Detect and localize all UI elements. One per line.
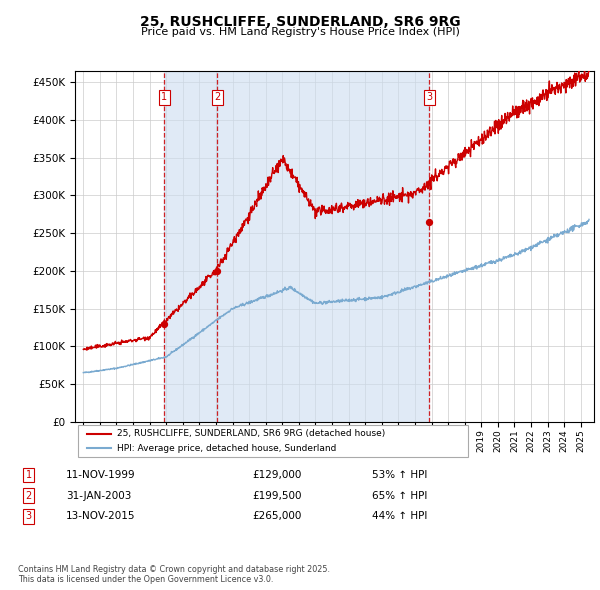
Text: 2: 2	[214, 92, 220, 102]
Text: 31-JAN-2003: 31-JAN-2003	[66, 491, 131, 500]
Text: 65% ↑ HPI: 65% ↑ HPI	[372, 491, 427, 500]
Text: 11-NOV-1999: 11-NOV-1999	[66, 470, 136, 480]
Bar	[164, 71, 217, 422]
Text: Price paid vs. HM Land Registry's House Price Index (HPI): Price paid vs. HM Land Registry's House …	[140, 27, 460, 37]
Text: 3: 3	[26, 512, 32, 521]
Text: 1: 1	[161, 92, 167, 102]
Text: £265,000: £265,000	[252, 512, 301, 521]
Text: £129,000: £129,000	[252, 470, 301, 480]
Point	[212, 267, 222, 276]
Text: 53% ↑ HPI: 53% ↑ HPI	[372, 470, 427, 480]
Text: HPI: Average price, detached house, Sunderland: HPI: Average price, detached house, Sund…	[117, 444, 337, 453]
Text: £199,500: £199,500	[252, 491, 302, 500]
Bar	[217, 71, 430, 422]
Text: 44% ↑ HPI: 44% ↑ HPI	[372, 512, 427, 521]
Text: 2: 2	[26, 491, 32, 500]
Point	[159, 320, 169, 329]
Text: 1: 1	[26, 470, 32, 480]
Point	[425, 217, 434, 227]
Text: Contains HM Land Registry data © Crown copyright and database right 2025.
This d: Contains HM Land Registry data © Crown c…	[18, 565, 330, 584]
Text: 13-NOV-2015: 13-NOV-2015	[66, 512, 136, 521]
Text: 25, RUSHCLIFFE, SUNDERLAND, SR6 9RG (detached house): 25, RUSHCLIFFE, SUNDERLAND, SR6 9RG (det…	[117, 430, 385, 438]
Text: 25, RUSHCLIFFE, SUNDERLAND, SR6 9RG: 25, RUSHCLIFFE, SUNDERLAND, SR6 9RG	[140, 15, 460, 29]
Text: 3: 3	[426, 92, 433, 102]
